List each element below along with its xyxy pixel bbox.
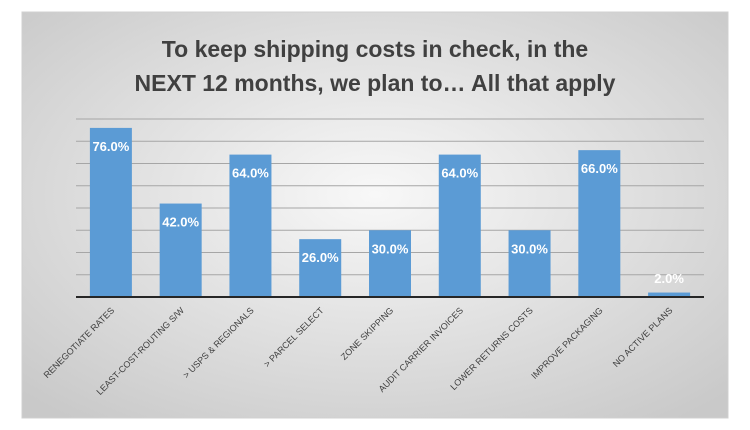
bar — [229, 154, 272, 297]
data-label: 76.0% — [92, 139, 129, 154]
chart-title: To keep shipping costs in check, in the … — [134, 36, 616, 96]
data-label: 30.0% — [372, 241, 409, 256]
data-label: 42.0% — [162, 215, 199, 230]
bar — [159, 203, 202, 297]
data-label: 26.0% — [302, 250, 339, 265]
data-label: 66.0% — [581, 161, 618, 176]
data-label: 64.0% — [441, 166, 478, 181]
bar — [369, 230, 411, 297]
bar — [648, 292, 691, 297]
bar — [89, 127, 132, 298]
bar — [299, 239, 342, 297]
bar — [508, 230, 551, 297]
data-label: 2.0% — [654, 271, 684, 286]
data-label: 64.0% — [232, 166, 269, 181]
bar — [578, 150, 621, 297]
bar — [438, 154, 481, 297]
data-label: 30.0% — [511, 241, 548, 256]
